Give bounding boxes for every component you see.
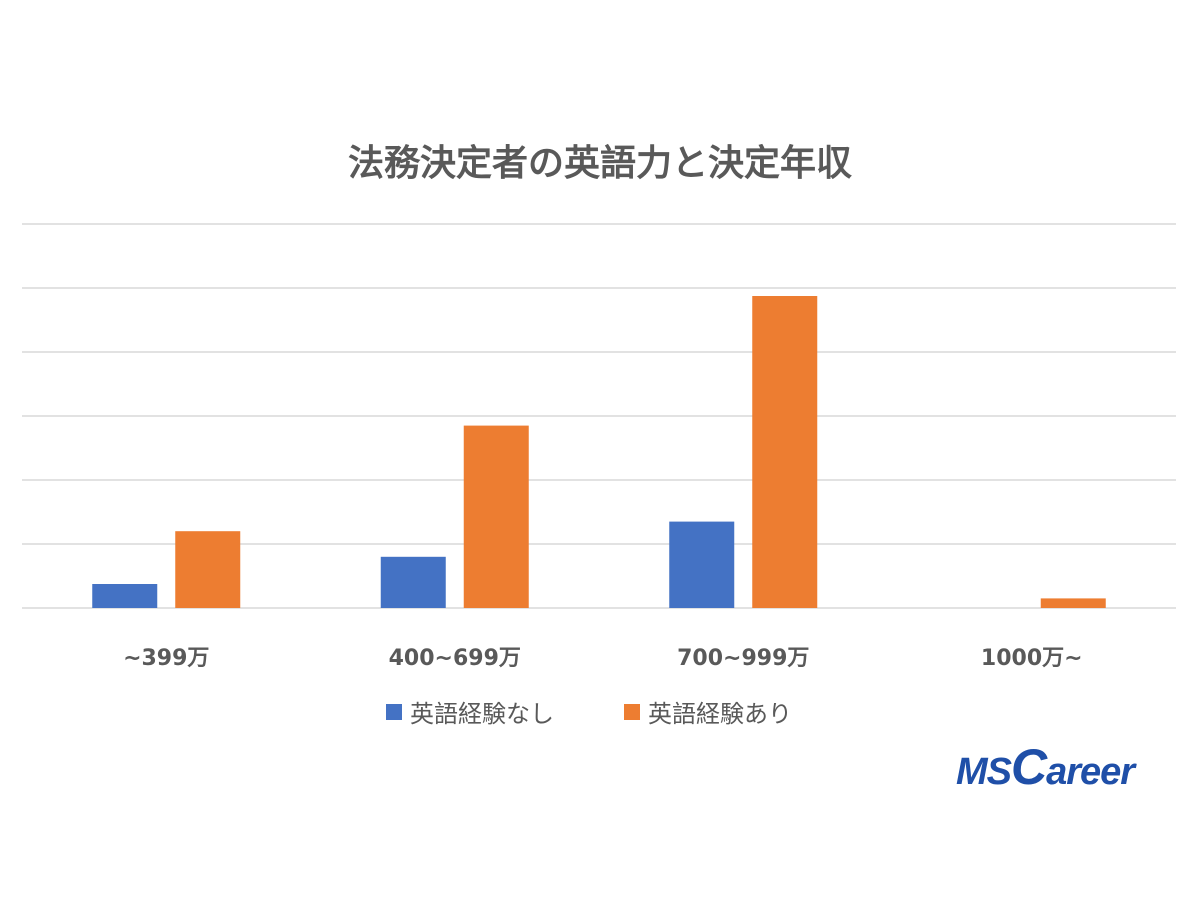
bar-no-english-1 (380, 556, 446, 608)
bar-english-2 (752, 296, 818, 608)
legend-swatch-english (624, 704, 640, 720)
x-tick-label: 1000万~ (981, 646, 1083, 671)
bar-no-english-2 (669, 521, 735, 608)
logo-prefix: MS (956, 751, 1012, 793)
legend-label-no-english: 英語経験なし (410, 700, 554, 728)
bar-no-english-0 (92, 584, 158, 608)
logo-c: C (1011, 739, 1047, 795)
legend: 英語経験なし 英語経験あり (386, 700, 792, 728)
chart-title: 法務決定者の英語力と決定年収 (348, 143, 852, 184)
x-tick-label: 400~699万 (389, 646, 521, 671)
bars (92, 296, 1106, 608)
x-tick-label: 700~999万 (677, 646, 809, 671)
legend-swatch-no-english (386, 704, 402, 720)
bar-english-1 (463, 425, 529, 608)
x-tick-label: ~399万 (123, 646, 209, 671)
logo-rest: areer (1046, 751, 1135, 793)
mscareer-logo: MSCareer (956, 738, 1135, 796)
x-axis-labels: ~399万 400~699万 700~999万 1000万~ (123, 646, 1083, 671)
bar-english-0 (175, 531, 241, 608)
legend-label-english: 英語経験あり (648, 700, 792, 728)
bar-english-3 (1040, 598, 1106, 608)
